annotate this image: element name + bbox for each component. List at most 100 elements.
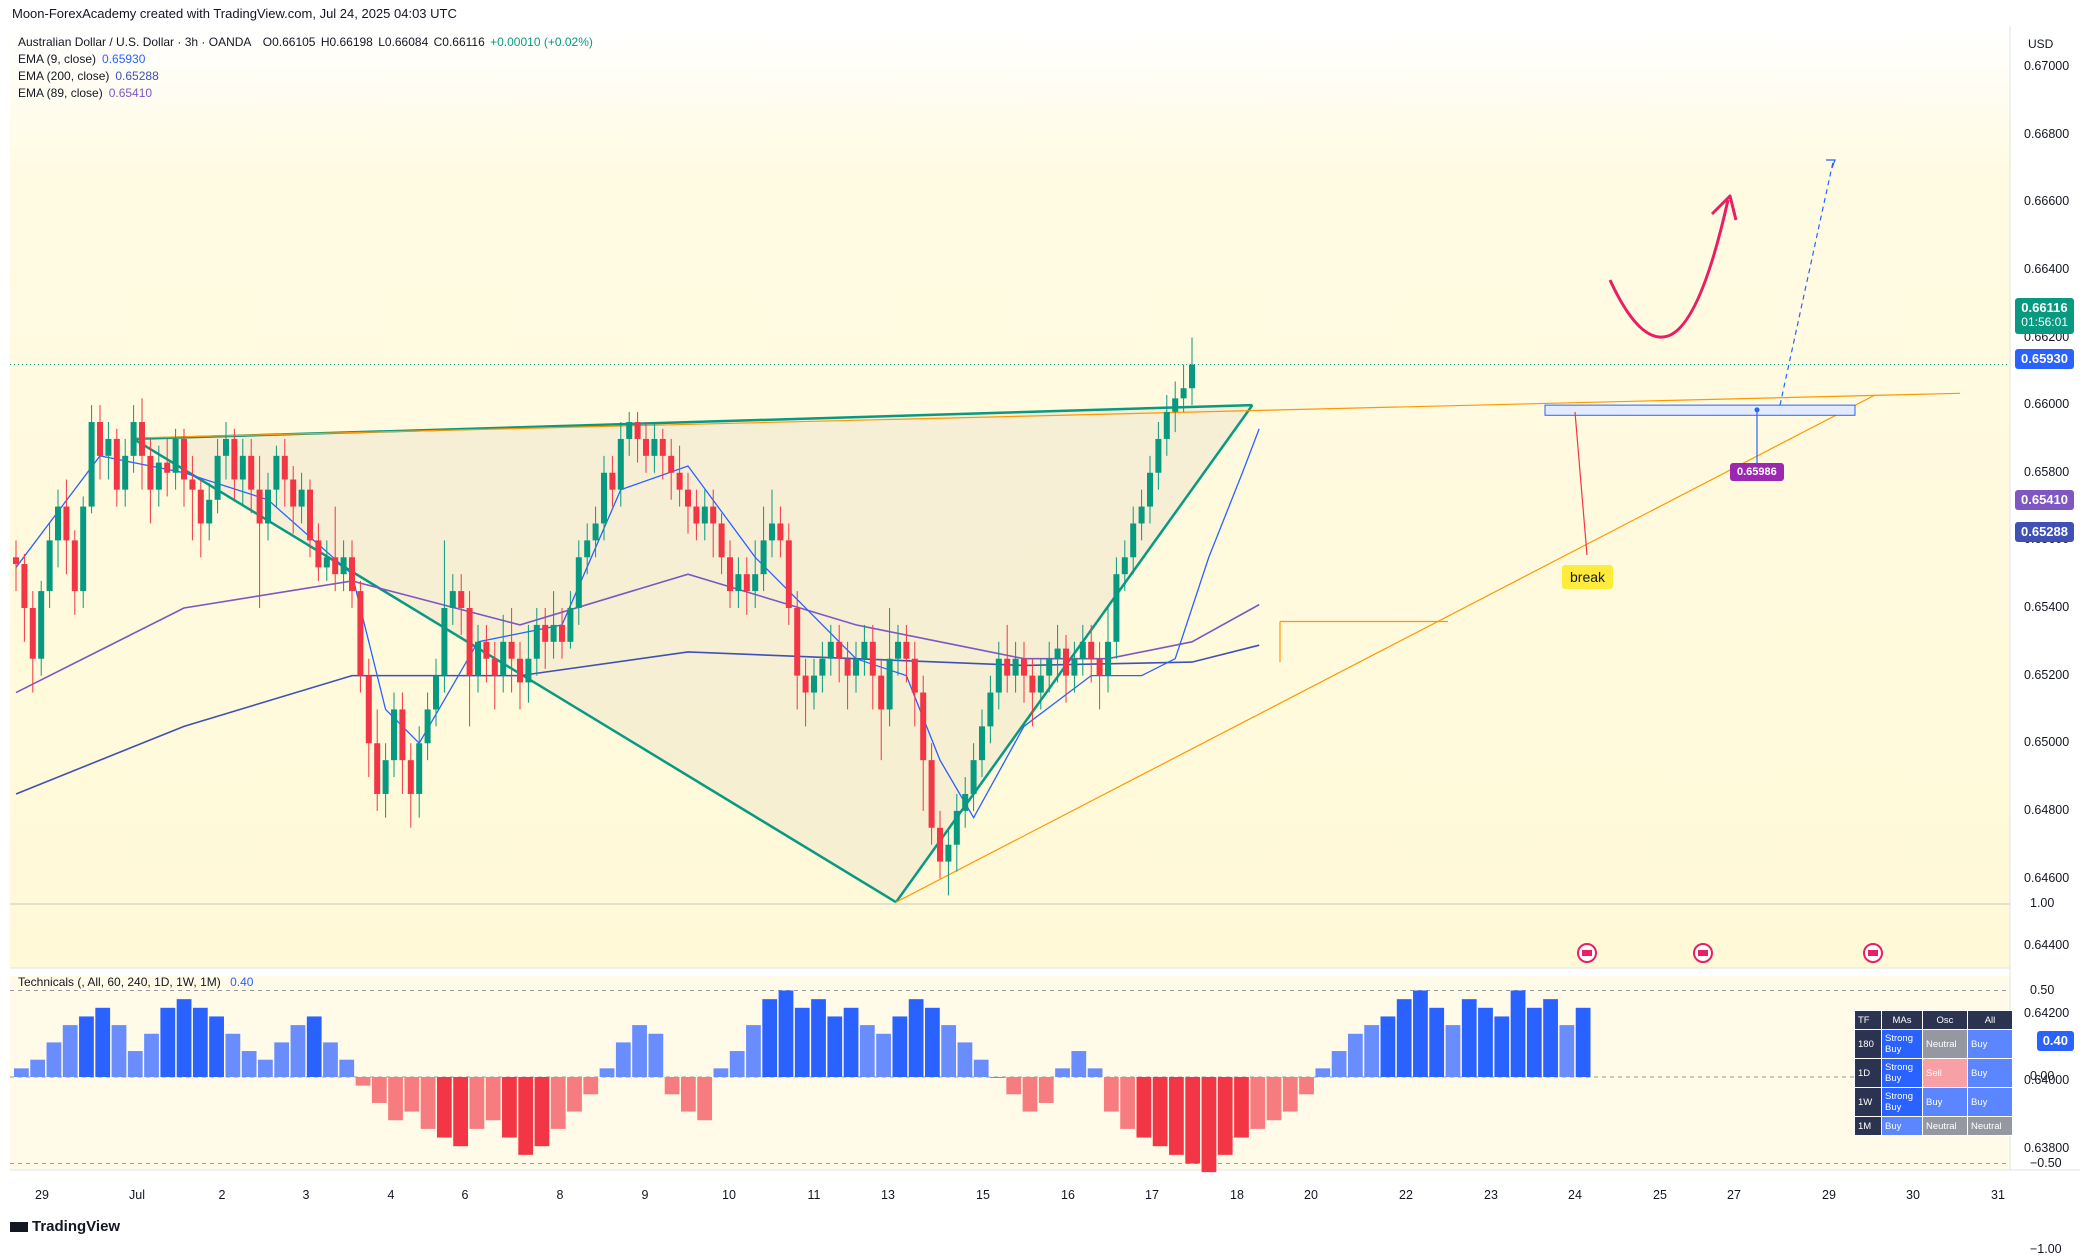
candle: [802, 658, 809, 727]
symbol-title[interactable]: Australian Dollar / U.S. Dollar · 3h · O…: [18, 35, 252, 49]
oscillator-bar: [355, 1077, 371, 1086]
tradingview-logo[interactable]: TradingView: [10, 1218, 120, 1235]
ema200-legend[interactable]: EMA (200, close) 0.65288: [18, 69, 159, 83]
candle: [1138, 489, 1145, 541]
candle-body: [634, 422, 641, 439]
currency-label[interactable]: USD: [2028, 37, 2054, 51]
target-zone-box: [1544, 404, 1856, 416]
candle: [617, 422, 624, 507]
time-tick-label: 18: [1230, 1188, 1244, 1202]
time-tick-label: 30: [1906, 1188, 1920, 1202]
candle: [147, 438, 154, 524]
candle: [231, 428, 238, 500]
candle: [525, 624, 532, 703]
candle: [1189, 337, 1195, 406]
candle: [130, 405, 137, 473]
price-tick-label: 0.66000: [2024, 397, 2070, 412]
candle-body: [1063, 648, 1069, 676]
candle-body: [475, 641, 481, 676]
oscillator-bar: [1217, 1077, 1233, 1155]
oscillator-bar: [729, 1051, 745, 1077]
oscillator-legend[interactable]: Technicals (, All, 60, 240, 1D, 1W, 1M) …: [18, 975, 253, 989]
candle: [676, 445, 683, 507]
technicals-header-osc: Osc: [1922, 1010, 1968, 1030]
oscillator-bar: [1461, 999, 1477, 1077]
price-tick-label: 0.66400: [2024, 261, 2070, 276]
candle: [391, 692, 397, 778]
candle-body: [668, 455, 675, 473]
candle-body: [1079, 641, 1086, 659]
oscillator-current-tag: 0.40: [2036, 1031, 2074, 1051]
oscillator-bar: [859, 1025, 875, 1077]
price-tick-label: 0.66600: [2024, 194, 2070, 209]
candle-body: [928, 760, 935, 828]
ema9-legend[interactable]: EMA (9, close) 0.65930: [18, 52, 145, 66]
candle-body: [844, 658, 851, 676]
candle: [769, 489, 775, 558]
candle-body: [685, 489, 691, 507]
candle-body: [676, 472, 683, 490]
candle: [189, 455, 196, 541]
candle-body: [643, 438, 649, 456]
candle-body: [1113, 574, 1120, 642]
candle: [937, 810, 943, 879]
oscillator-bar: [762, 999, 778, 1077]
oscillator-bar: [534, 1077, 550, 1147]
candle-body: [1004, 658, 1011, 676]
oscillator-bar: [274, 1042, 290, 1077]
candle: [248, 438, 255, 514]
oscillator-tick-label: 0.00: [2030, 1069, 2055, 1083]
candle-body: [962, 793, 969, 811]
ema200-price-tag: 0.65288: [2015, 522, 2074, 542]
symbol-legend[interactable]: Australian Dollar / U.S. Dollar · 3h · O…: [18, 35, 595, 49]
candle: [1021, 641, 1027, 703]
candle: [214, 438, 221, 514]
candle: [105, 422, 112, 480]
time-tick-label: 22: [1399, 1188, 1413, 1202]
candle-body: [155, 462, 162, 490]
candle: [1147, 455, 1153, 524]
oscillator-bar: [1543, 999, 1558, 1077]
break-callout[interactable]: break: [1562, 565, 1614, 589]
candle-body: [508, 641, 515, 659]
time-tick-label: 25: [1653, 1188, 1667, 1202]
technicals-tf: 1D: [1854, 1058, 1882, 1088]
bar-countdown: 01:56:01: [2021, 315, 2068, 329]
candle-body: [853, 658, 859, 676]
ema89-legend[interactable]: EMA (89, close) 0.65410: [18, 86, 152, 100]
oscillator-bar: [599, 1068, 615, 1077]
technicals-header-all: All: [1967, 1010, 2013, 1030]
technicals-header-row: TF MAs Osc All: [1854, 1010, 2013, 1030]
technicals-osc: Sell: [1922, 1058, 1968, 1088]
oscillator-bar: [1022, 1077, 1038, 1112]
price-tick-label: 0.65000: [2024, 735, 2070, 750]
candle: [323, 540, 330, 581]
candle-body: [609, 472, 616, 490]
oscillator-bar: [1266, 1077, 1282, 1121]
time-tick-label: 10: [722, 1188, 736, 1202]
tradingview-icon: [10, 1222, 28, 1233]
technicals-mas: Buy: [1881, 1116, 1923, 1136]
oscillator-bar: [664, 1077, 680, 1095]
oscillator-tick-label: −1.00: [2030, 1242, 2062, 1256]
oscillator-bar: [306, 1016, 322, 1077]
oscillator-bar: [160, 1007, 176, 1077]
candle: [1121, 540, 1128, 592]
ema9-legend-value: 0.65930: [102, 52, 146, 66]
candle-body: [1172, 398, 1179, 412]
candle: [517, 641, 523, 710]
candle: [743, 557, 750, 615]
candle-body: [315, 540, 322, 568]
candle: [1130, 506, 1137, 575]
oscillator-bar: [892, 1016, 908, 1077]
technicals-all: Buy: [1967, 1087, 2013, 1117]
economic-event-flag: [1868, 950, 1878, 956]
candle-body: [382, 760, 389, 794]
candle: [895, 624, 901, 676]
candle: [962, 777, 969, 828]
target-price-label[interactable]: 0.65986: [1730, 463, 1784, 481]
time-tick-label: 27: [1727, 1188, 1741, 1202]
oscillator-bar: [1006, 1077, 1022, 1095]
candle: [46, 523, 53, 608]
